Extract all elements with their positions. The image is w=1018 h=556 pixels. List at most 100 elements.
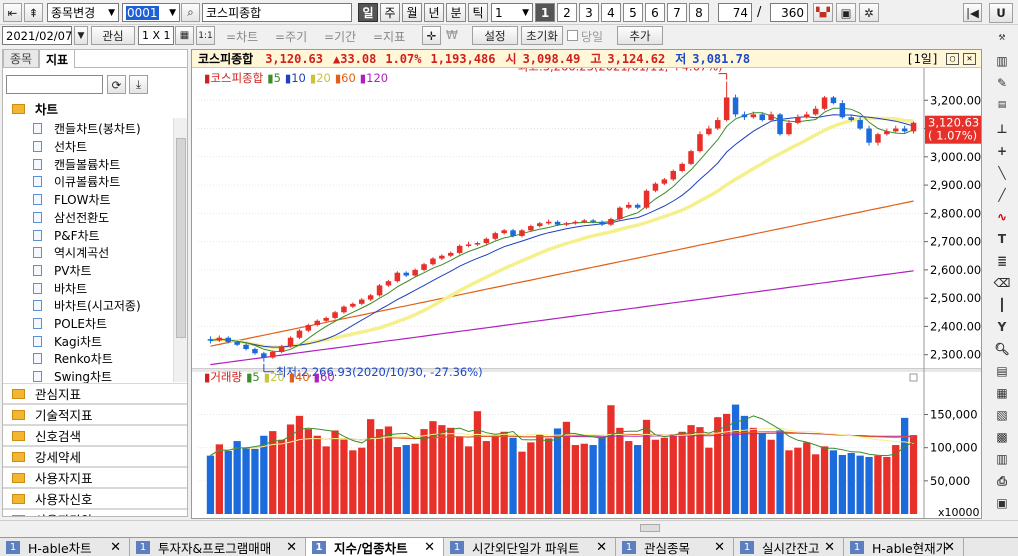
won-icon[interactable]: ₩ xyxy=(446,28,458,42)
range-menu[interactable]: =기간 xyxy=(324,30,357,44)
chart-type-item[interactable]: Kagi차트 xyxy=(33,332,102,350)
pin-icon[interactable]: ⇞ xyxy=(24,3,43,22)
total-input[interactable]: 360 xyxy=(770,3,808,22)
zoom-icon[interactable]: ▚▞ xyxy=(813,3,833,22)
chart-type-icon[interactable]: ▤ xyxy=(996,364,1008,378)
window-tab[interactable]: 1 시간외단일가 파워트 ✕ xyxy=(444,538,616,556)
chart-type-item[interactable]: 삼선전환도 xyxy=(33,209,109,227)
window-tab[interactable]: 1 실시간잔고 ✕ xyxy=(734,538,844,556)
search-icon[interactable]: ⌕ xyxy=(181,3,200,22)
chart-type-item[interactable]: 역시계곡선 xyxy=(33,244,109,262)
chart-canvas[interactable]: 3,200.003,100.003,000.002,900.002,800.00… xyxy=(192,68,981,518)
investor-icon[interactable]: ▤ xyxy=(997,100,1007,110)
indicator-add-icon[interactable]: ▥ xyxy=(996,54,1008,68)
sameday-checkbox[interactable] xyxy=(567,30,578,41)
trend-line-icon[interactable]: ╲ xyxy=(998,166,1006,180)
window-icon[interactable]: ▣ xyxy=(996,496,1008,510)
print-icon[interactable]: ⎙ xyxy=(997,473,1007,488)
period-button-5[interactable]: 틱 xyxy=(468,3,488,22)
period-button-0[interactable]: 일 xyxy=(358,3,378,22)
indicator-folder[interactable]: 사용자강약 xyxy=(3,509,187,516)
indicator-menu[interactable]: =지표 xyxy=(373,30,406,44)
crosshair-tool-icon[interactable]: + xyxy=(996,144,1008,158)
date-input[interactable]: 2021/02/07 xyxy=(2,26,72,45)
indicator-folder[interactable]: 관심지표 xyxy=(3,383,187,404)
period-button-4[interactable]: 분 xyxy=(446,3,466,22)
zoom-tool-icon[interactable]: 🔍︎ xyxy=(994,342,1010,356)
cross-tool-icon[interactable]: Y xyxy=(997,320,1007,334)
layout-button-7[interactable]: 7 xyxy=(667,3,687,22)
indicator-folder[interactable]: 신호검색 xyxy=(3,425,187,446)
table-icon[interactable]: ▦ xyxy=(175,26,194,45)
report-icon[interactable]: ▦ xyxy=(996,386,1008,400)
text-tool-icon[interactable]: T xyxy=(997,232,1007,246)
close-icon[interactable]: ✕ xyxy=(596,540,607,555)
window-tab[interactable]: 1 관심종목 ✕ xyxy=(616,538,734,556)
settings-tool-icon[interactable]: ▧ xyxy=(996,408,1008,422)
chart-type-item[interactable]: 바차트 xyxy=(33,279,87,297)
horizontal-scrollbar[interactable] xyxy=(0,520,1018,534)
chart-type-item[interactable]: P&F차트 xyxy=(33,226,100,244)
close-icon[interactable]: ✕ xyxy=(944,540,955,555)
window-tab[interactable]: 1 지수/업종차트 ✕ xyxy=(306,538,444,556)
crosshair-icon[interactable]: ✛ xyxy=(422,26,441,45)
close-icon[interactable]: ✕ xyxy=(824,540,835,555)
ratio-button[interactable]: 1:1 xyxy=(196,26,215,45)
first-icon[interactable]: ⇤ xyxy=(3,3,22,22)
add-button[interactable]: 추가 xyxy=(617,26,663,45)
chart-menu[interactable]: =차트 xyxy=(226,30,259,44)
chart-type-item[interactable]: FLOW차트 xyxy=(33,191,111,209)
layout-button-8[interactable]: 8 xyxy=(689,3,709,22)
settings-button[interactable]: 설정 xyxy=(472,26,518,45)
layout-button-6[interactable]: 6 xyxy=(645,3,665,22)
close-icon[interactable]: ✕ xyxy=(110,540,121,555)
grid-select[interactable]: 1 X 1 xyxy=(138,26,174,45)
close-icon[interactable]: ✕ xyxy=(963,52,976,65)
chart-folder[interactable]: 차트 xyxy=(3,98,187,119)
stock-code-input[interactable]: 0001 ▼ xyxy=(122,3,180,22)
indicator-folder[interactable]: 기술적지표 xyxy=(3,404,187,425)
maximize-icon[interactable]: ▢ xyxy=(946,52,959,65)
chart-type-item[interactable]: 캔들차트(봉차트) xyxy=(33,120,141,138)
chart-type-item[interactable]: POLE차트 xyxy=(33,315,107,333)
layout-button-2[interactable]: 2 xyxy=(557,3,577,22)
save-icon[interactable]: ▣ xyxy=(836,3,856,22)
watch-button[interactable]: 관심 xyxy=(91,26,135,45)
split-icon[interactable]: ▩ xyxy=(996,430,1008,444)
prev-icon[interactable]: |◀ xyxy=(963,3,982,22)
layout-button-1[interactable]: 1 xyxy=(535,3,555,22)
calendar-chevron-icon[interactable]: ▼ xyxy=(74,26,88,45)
wrench-icon[interactable]: ✎ xyxy=(996,76,1008,90)
period-menu[interactable]: =주기 xyxy=(275,30,308,44)
layout-button-4[interactable]: 4 xyxy=(601,3,621,22)
layout-button-3[interactable]: 3 xyxy=(579,3,599,22)
u-button[interactable]: U xyxy=(989,3,1013,23)
close-icon[interactable]: ✕ xyxy=(286,540,297,555)
chart-type-item[interactable]: Swing차트 xyxy=(33,368,112,386)
tool-icon[interactable]: ⚒ xyxy=(998,32,1006,42)
indicator-folder[interactable]: 사용자신호 xyxy=(3,488,187,509)
period-button-3[interactable]: 년 xyxy=(424,3,444,22)
tab-indicator[interactable]: 지표 xyxy=(39,50,75,68)
stock-mode-select[interactable]: 종목변경 ▼ xyxy=(47,3,119,22)
fibonacci-icon[interactable]: ≣ xyxy=(996,254,1008,268)
layout-button-5[interactable]: 5 xyxy=(623,3,643,22)
window-tab[interactable]: 1 투자자&프로그램매매 ✕ xyxy=(130,538,306,556)
diagonal-line-icon[interactable]: ╱ xyxy=(998,188,1006,202)
gear-icon[interactable]: ✲ xyxy=(859,3,879,22)
tree-scrollbar[interactable] xyxy=(173,118,187,382)
count-input[interactable]: 74 xyxy=(718,3,752,22)
candle-icon[interactable]: ┃ xyxy=(998,298,1006,312)
chart-type-item[interactable]: 캔들볼륨차트 xyxy=(33,155,120,173)
tab-stock[interactable]: 종목 xyxy=(3,50,39,68)
chart-type-item[interactable]: 바차트(시고저종) xyxy=(33,297,141,315)
download-icon[interactable]: ⤓ xyxy=(129,75,148,94)
eraser-icon[interactable]: ⌫ xyxy=(993,276,1011,290)
interval-select[interactable]: 1 ▼ xyxy=(491,3,533,22)
reset-button[interactable]: 초기화 xyxy=(521,26,563,45)
close-icon[interactable]: ✕ xyxy=(424,540,435,555)
refresh-icon[interactable]: ⟳ xyxy=(107,75,126,94)
close-icon[interactable]: ✕ xyxy=(714,540,725,555)
window-tab[interactable]: 1 H-able차트 ✕ xyxy=(0,538,130,556)
indicator-folder[interactable]: 강세약세 xyxy=(3,446,187,467)
